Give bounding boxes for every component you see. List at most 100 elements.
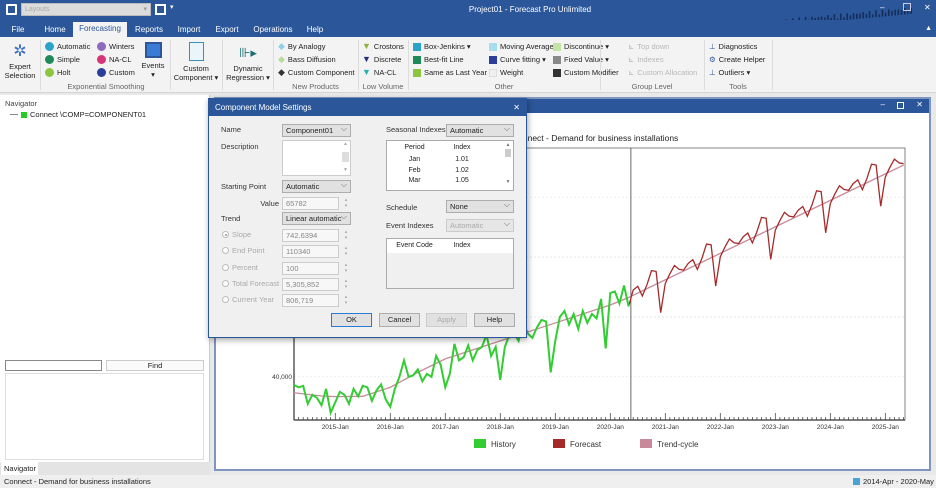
name-select[interactable]: Component01 (282, 123, 351, 137)
curve-fitting-button[interactable]: Curve fitting ▾ (489, 54, 546, 65)
name-label: Name (221, 125, 242, 134)
tab-help[interactable]: Help (306, 25, 324, 34)
discrete-button[interactable]: ▼ Discrete (362, 54, 402, 64)
starting-point-label: Starting Point (221, 182, 267, 191)
events-button[interactable]: Events ▾ (140, 42, 166, 79)
save-icon[interactable] (6, 4, 17, 15)
layouts-placeholder: Layouts (25, 6, 50, 13)
starting-point-select[interactable]: Automatic (282, 179, 351, 193)
trend-option-input[interactable]: 806,719 (282, 294, 339, 308)
moving-average-icon (489, 42, 497, 51)
fixed-value-button[interactable]: Fixed Value ▾ (553, 54, 609, 65)
trend-option-spinner[interactable]: ▴ ▾ (344, 245, 348, 258)
trend-option-spinner[interactable]: ▴ ▾ (344, 229, 348, 241)
dynamic-regression-button[interactable]: ⊪▸ Dynamic Regression ▾ (224, 42, 272, 82)
ok-button[interactable]: OK (331, 313, 372, 327)
best-fit-line-button[interactable]: Best-fit Line (413, 54, 464, 65)
indexes-button[interactable]: ⊾ Indexes (628, 55, 664, 64)
apply-button[interactable]: Apply (426, 313, 467, 327)
help-button[interactable]: Help (474, 313, 515, 327)
value-input[interactable]: 65782 (282, 197, 339, 210)
crostons-button[interactable]: ▼ Crostons (362, 41, 404, 51)
chart-close-button[interactable]: ✕ (916, 100, 923, 109)
chart-minimize-button[interactable]: – (880, 100, 885, 109)
collapse-ribbon-icon[interactable]: ▲ (925, 25, 932, 32)
tab-home[interactable]: Home (44, 25, 66, 34)
seasonal-index-table: Period Index Jan 1.01 Feb 1.02 Mar 1.05 ▲ ▼ (386, 140, 514, 191)
column-header-period: Period (404, 144, 425, 151)
custom-component-button[interactable]: Custom Component ▾ (172, 42, 220, 82)
automatic-button[interactable]: Automatic (45, 41, 90, 52)
trend-option-input[interactable]: 110340 (282, 245, 339, 259)
table-row[interactable]: Jan 1.01 (387, 156, 505, 166)
top-down-button[interactable]: ⊾ Top down (628, 42, 670, 51)
layouts-combo[interactable]: Layouts ▾ (21, 3, 151, 16)
column-header-index: Index (453, 144, 471, 151)
winters-button[interactable]: Winters (97, 41, 134, 52)
seasonal-indexes-select[interactable]: Automatic (446, 123, 514, 137)
table-row[interactable]: Mar 1.05 (387, 177, 505, 187)
tab-forecasting[interactable]: Forecasting (73, 22, 127, 38)
tab-operations[interactable]: Operations (253, 25, 293, 34)
trend-select[interactable]: Linear automatic (282, 211, 351, 225)
cancel-button[interactable]: Cancel (379, 313, 420, 327)
calendar-icon (144, 42, 162, 58)
trend-option-radio[interactable] (222, 231, 229, 238)
close-button[interactable]: ✕ (924, 3, 931, 12)
windows-icon[interactable] (155, 4, 166, 15)
trend-option-radio[interactable] (222, 247, 229, 255)
table-row[interactable]: Feb 1.02 (387, 167, 505, 177)
custom-button[interactable]: Custom (97, 67, 135, 78)
event-indexes-select[interactable]: Automatic (446, 218, 514, 232)
holt-button[interactable]: Holt (45, 67, 70, 78)
schedule-label: Schedule (386, 203, 418, 212)
value-spinner[interactable]: ▴ ▾ (344, 197, 348, 209)
quick-access-dropdown-icon[interactable]: ▾ (170, 4, 174, 11)
index-cell: 1.05 (455, 177, 469, 184)
na-cl-lowvolume-button[interactable]: ▼ NA-CL (362, 67, 397, 77)
by-analogy-button[interactable]: ◆ By Analogy (278, 41, 326, 51)
seasonal-indexes-label: Seasonal Indexes (386, 125, 446, 134)
moving-average-button[interactable]: Moving Average (489, 41, 554, 52)
trend-option-spinner[interactable]: ▴ ▾ (344, 277, 348, 290)
expert-selection-button[interactable]: ✲ Expert Selection (2, 42, 38, 80)
trend-option-input[interactable]: 742.6394 (282, 229, 339, 242)
tab-reports[interactable]: Reports (134, 25, 163, 34)
chart-maximize-button[interactable] (897, 102, 904, 109)
trend-option-radio[interactable] (222, 279, 229, 287)
na-cl-button[interactable]: NA-CL (97, 54, 132, 65)
tab-export[interactable]: Export (215, 25, 239, 34)
discontinue-button[interactable]: Discontinue ▾ (553, 41, 609, 52)
custom-component-np-button[interactable]: ◆ Custom Component (278, 67, 355, 77)
trend-option-input[interactable]: 100 (282, 261, 339, 275)
find-button[interactable]: Find (106, 360, 204, 371)
same-as-last-year-button[interactable]: Same as Last Year ▾ (413, 67, 493, 78)
restore-button[interactable] (903, 3, 911, 11)
seasonal-table-scrollbar[interactable]: ▲ ▼ (505, 142, 511, 185)
diagnostics-button[interactable]: ⊥ Diagnostics (709, 42, 758, 51)
value-label: Value (260, 199, 279, 208)
custom-allocation-button[interactable]: ⊾ Custom Allocation (628, 68, 698, 77)
outliers-button[interactable]: ⊥ Outliers ▾ (709, 68, 751, 77)
custom-modifier-button[interactable]: Custom Modifier (553, 67, 619, 78)
tree-item[interactable]: Connect \COMP=COMPONENT01 (10, 110, 146, 119)
schedule-select[interactable]: None (446, 199, 514, 213)
trend-option-radio[interactable] (222, 263, 229, 271)
find-input[interactable] (5, 360, 102, 371)
description-textarea[interactable] (282, 140, 351, 176)
bass-diffusion-button[interactable]: ◆ Bass Diffusion (278, 54, 336, 64)
dialog-close-button[interactable]: ✕ (513, 103, 520, 112)
trend-option-radio[interactable] (222, 296, 229, 304)
trend-option-spinner[interactable]: ▴ ▾ (344, 294, 348, 307)
weight-button[interactable]: Weight (489, 67, 523, 78)
simple-button[interactable]: Simple (45, 54, 80, 65)
navigator-tab[interactable]: Navigator (1, 462, 38, 475)
description-scrollbar[interactable]: ▲ ▼ (342, 141, 349, 173)
tab-import[interactable]: Import (177, 25, 201, 34)
tab-file[interactable]: File (11, 25, 25, 34)
trend-option-spinner[interactable]: ▴ ▾ (344, 261, 348, 274)
trend-option-input[interactable]: 5,305,852 (282, 277, 339, 291)
minimize-button[interactable]: – (880, 3, 885, 12)
box-jenkins-button[interactable]: Box-Jenkins ▾ (413, 41, 471, 52)
create-helper-button[interactable]: ⚙ Create Helper (709, 55, 766, 64)
